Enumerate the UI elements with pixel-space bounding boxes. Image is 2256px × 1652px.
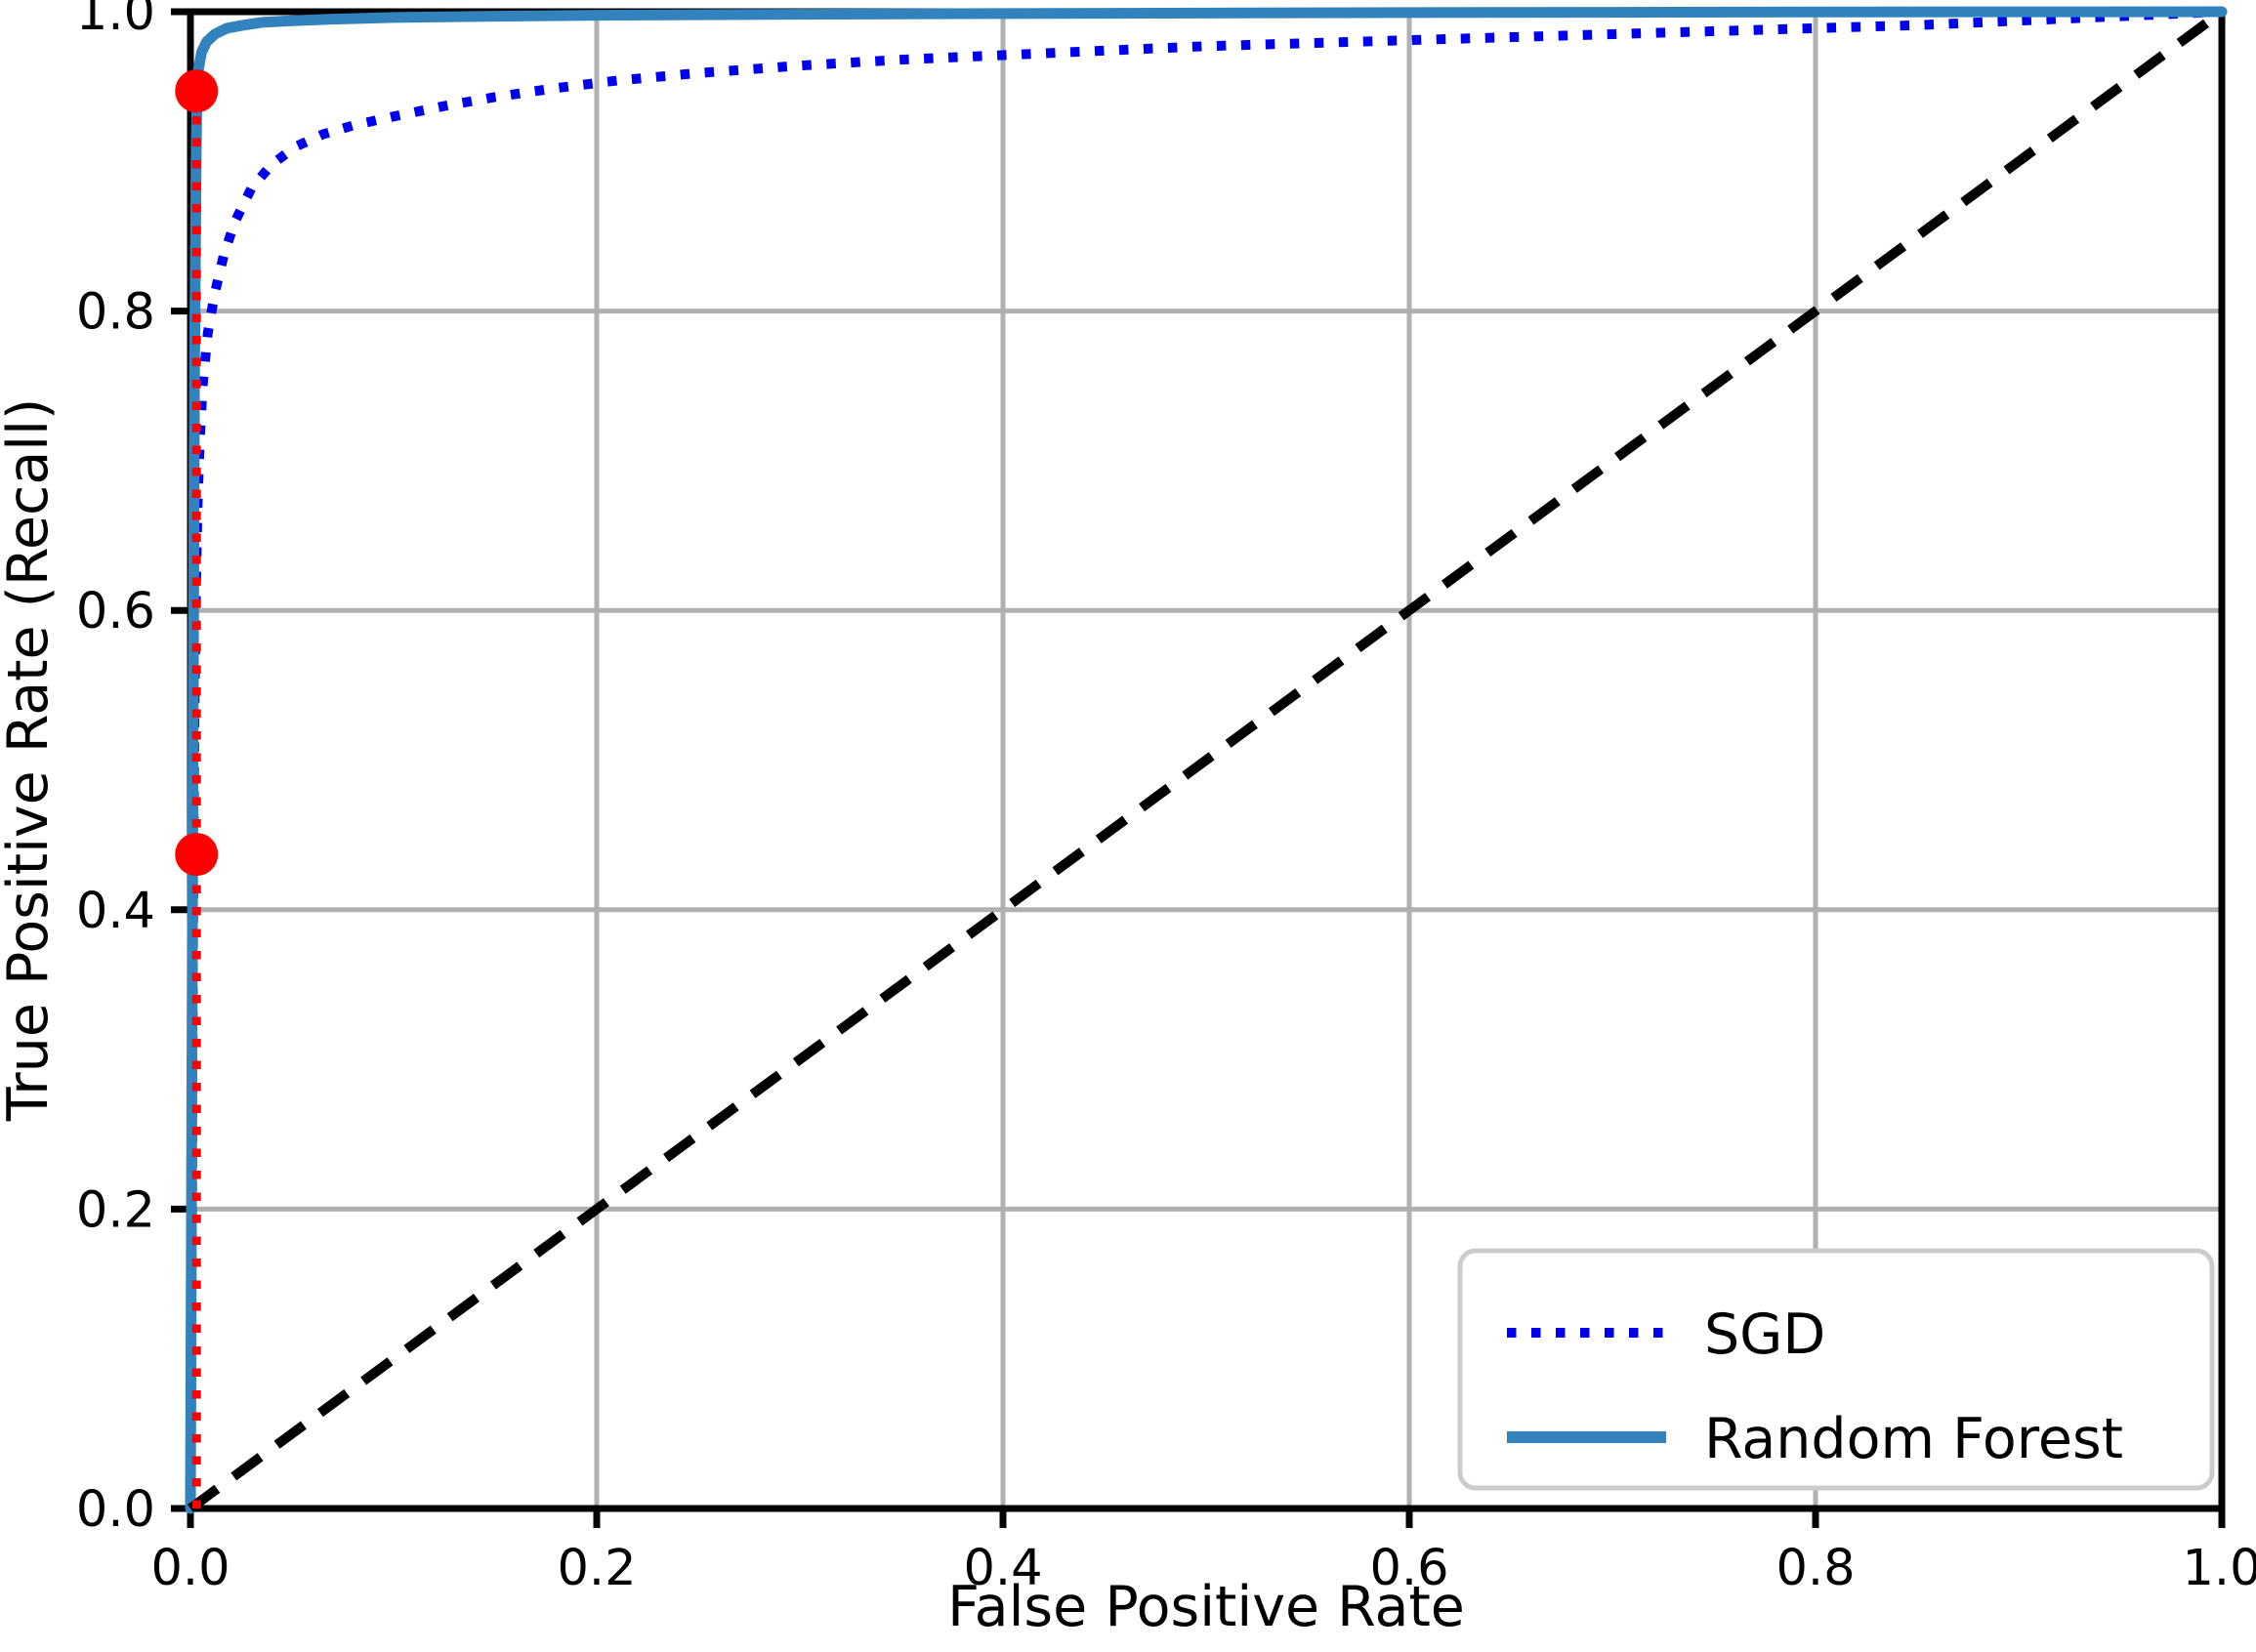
legend-label-random-forest: Random Forest bbox=[1704, 1407, 2123, 1471]
series-line-chance bbox=[188, 7, 2225, 1513]
legend-label-sgd: SGD bbox=[1704, 1302, 1825, 1367]
y-tick-label: 0.8 bbox=[76, 284, 155, 342]
x-tick-label: 0.8 bbox=[1776, 1540, 1855, 1597]
y-tick-label: 0.2 bbox=[76, 1181, 155, 1239]
y-axis-label: True Positive Rate (Recall) bbox=[0, 398, 61, 1122]
threshold-markers bbox=[175, 69, 219, 877]
threshold-marker-dot bbox=[175, 69, 219, 113]
y-tick-label: 0.0 bbox=[76, 1481, 155, 1539]
y-tick-label: 1.0 bbox=[76, 0, 155, 42]
x-axis-label: False Positive Rate bbox=[947, 1575, 1465, 1639]
x-tick-label: 0.0 bbox=[150, 1540, 230, 1597]
tick-labels: 0.0 0.2 0.4 0.6 0.8 1.0 0.0 0.2 0.4 0.6 0.8 1.0 bbox=[76, 0, 2256, 1597]
y-tick-label: 0.4 bbox=[76, 883, 155, 940]
x-tick-label: 1.0 bbox=[2182, 1540, 2256, 1597]
x-tick-label: 0.4 bbox=[963, 1540, 1042, 1597]
x-tick-label: 0.2 bbox=[557, 1540, 636, 1597]
x-tick-label: 0.6 bbox=[1369, 1540, 1448, 1597]
series-line-sgd bbox=[186, 7, 2223, 1509]
legend[interactable]: SGD Random Forest bbox=[1457, 1248, 2215, 1491]
threshold-marker-dot bbox=[175, 833, 219, 877]
legend-box bbox=[1457, 1248, 2215, 1491]
y-tick-label: 0.6 bbox=[76, 583, 155, 640]
